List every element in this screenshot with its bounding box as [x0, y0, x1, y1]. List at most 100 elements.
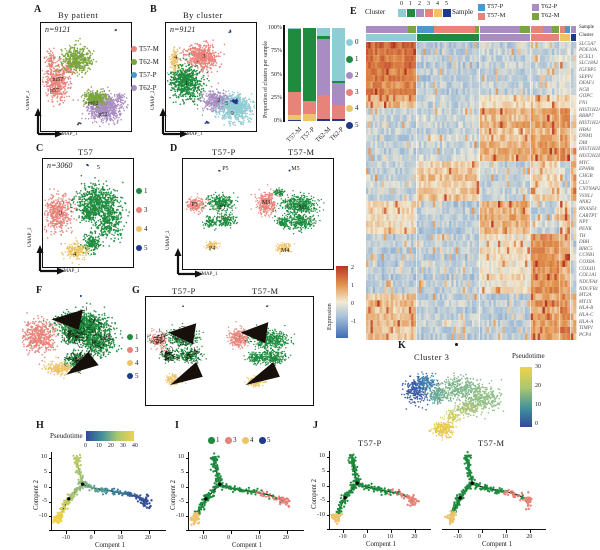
legend-label: 1 — [216, 436, 220, 444]
legend-label: T62-P — [139, 83, 157, 92]
gene-label: DNM1 — [579, 134, 593, 140]
cluster-track-block — [530, 34, 560, 41]
gene-label: HBA1 — [579, 127, 592, 133]
cluster-annotation: p62 — [98, 111, 108, 118]
gene-label: PDE10A — [579, 48, 597, 54]
panel-g-label: G — [132, 285, 140, 296]
cluster-track-block — [570, 34, 576, 41]
panel-i-label: I — [175, 420, 179, 431]
xtick: 20 — [282, 535, 289, 541]
h-colorbar-title: Pseudotime — [50, 432, 83, 440]
xaxis-label: Compent 1 — [232, 542, 263, 549]
gene-label: MT2A — [579, 293, 592, 299]
gene-label: NDUFB1 — [579, 286, 599, 292]
cluster-annotation: 5 — [96, 164, 101, 172]
umap2-axis-label: UMAP_2 — [28, 227, 33, 247]
yaxis-label: Compent 2 — [170, 479, 177, 510]
umap2-axis-label: UMAP_2 — [166, 230, 171, 250]
cluster-number: 4 — [436, 1, 439, 7]
panel-c-title: T57 — [78, 147, 94, 157]
legend-label: T57-P — [139, 70, 157, 79]
xtick: 20 — [526, 534, 533, 540]
cluster-number: 2 — [418, 1, 421, 7]
trajectory-canvas — [324, 445, 434, 533]
umap-velocity-t57 — [22, 293, 127, 381]
gene-label: COX4I1 — [579, 266, 596, 272]
legend-label: 1 — [135, 332, 139, 341]
gene-label: BIRC5 — [579, 246, 593, 252]
legend-swatch — [127, 373, 133, 379]
xtick: 20 — [144, 535, 151, 541]
expression-tick: 1 — [351, 283, 354, 289]
umap-axes-icon — [159, 108, 188, 138]
bar-segment-cluster4 — [302, 113, 316, 121]
gene-label: DBI — [579, 140, 588, 146]
gene-label: MT1X — [579, 299, 592, 305]
sample-track-block — [543, 26, 552, 33]
sample-legend-label: T57-P — [487, 3, 504, 10]
xaxis-label: Compent 1 — [95, 542, 126, 549]
ytick: 10 — [41, 454, 47, 461]
sample-track-block — [530, 26, 544, 33]
gene-label: HIST1H2BD — [579, 147, 600, 153]
cluster-track-block — [560, 34, 570, 41]
bar-segment-cluster1 — [302, 28, 316, 102]
gene-label: CARTPT — [579, 213, 598, 219]
legend-label: T62-M — [139, 57, 159, 66]
bar-ytick: 75% — [271, 48, 282, 55]
umap-axes-icon — [36, 245, 65, 275]
ytick: -10 — [317, 511, 325, 518]
cluster-annotation: P3 — [191, 201, 198, 208]
cluster-color-swatch — [434, 9, 442, 17]
panel-k-title: Cluster 3 — [414, 352, 450, 362]
heatmap-cluster-legend-title: Cluster — [365, 8, 386, 16]
cluster-color-swatch — [398, 9, 406, 17]
panel-d-title-t57p: T57-P — [212, 147, 236, 157]
panel-j-title-t57m: T57-M — [478, 438, 505, 448]
trajectory-canvas — [46, 446, 169, 534]
ytick: -10 — [176, 512, 184, 519]
legend-swatch — [127, 360, 133, 366]
cluster-annotation: P5 — [222, 166, 229, 173]
bar-segment-cluster5 — [288, 120, 301, 121]
gene-label: HLA-C — [579, 313, 594, 318]
legend-swatch — [131, 46, 137, 52]
legend-label: 5 — [267, 436, 271, 444]
k-colorbar-tick: 30 — [535, 364, 541, 370]
bar-segment-cluster1 — [288, 28, 301, 93]
legend-label: 4 — [144, 224, 148, 233]
umap-t57 — [44, 160, 132, 266]
legend-swatch — [136, 207, 142, 213]
sample-track-block — [560, 26, 565, 33]
xtick: -10 — [453, 534, 462, 540]
xtick: 10 — [387, 534, 394, 540]
trajectory-canvas — [439, 445, 549, 533]
gene-label: VSNL1 — [579, 193, 594, 199]
gene-label: COL1A1 — [579, 273, 597, 279]
bar-segment-cluster5 — [317, 119, 330, 121]
ytick: 10 — [319, 453, 325, 460]
gene-label: COX8A — [579, 260, 595, 266]
bar-segment-cluster0 — [288, 28, 301, 29]
gene-label: PENK — [579, 226, 592, 232]
cluster-annotation: m62 — [87, 101, 99, 108]
panel-b-label: B — [150, 4, 157, 15]
panel-j-title-t57p: T57-P — [358, 438, 382, 448]
cluster-number: 1 — [409, 1, 412, 7]
heatmap-cluster-track — [366, 34, 577, 41]
sample-track-block — [551, 26, 560, 33]
expression-colorbar — [336, 266, 348, 338]
panel-d-label: D — [170, 143, 178, 154]
bar-segment-cluster3 — [302, 101, 316, 114]
cluster-track-block — [479, 34, 530, 41]
trajectory-canvas — [183, 446, 307, 534]
sample-track-block — [408, 26, 416, 33]
legend-label: 3 — [233, 436, 237, 444]
ytick: 0 — [174, 484, 184, 490]
bar-segment-cluster2 — [317, 39, 330, 95]
legend-swatch — [127, 334, 133, 340]
xaxis-label: Compent 1 — [482, 541, 513, 548]
sample-color-swatch — [532, 4, 539, 11]
bar-segment-cluster0 — [331, 28, 345, 81]
gene-label: CCNB1 — [579, 253, 595, 259]
